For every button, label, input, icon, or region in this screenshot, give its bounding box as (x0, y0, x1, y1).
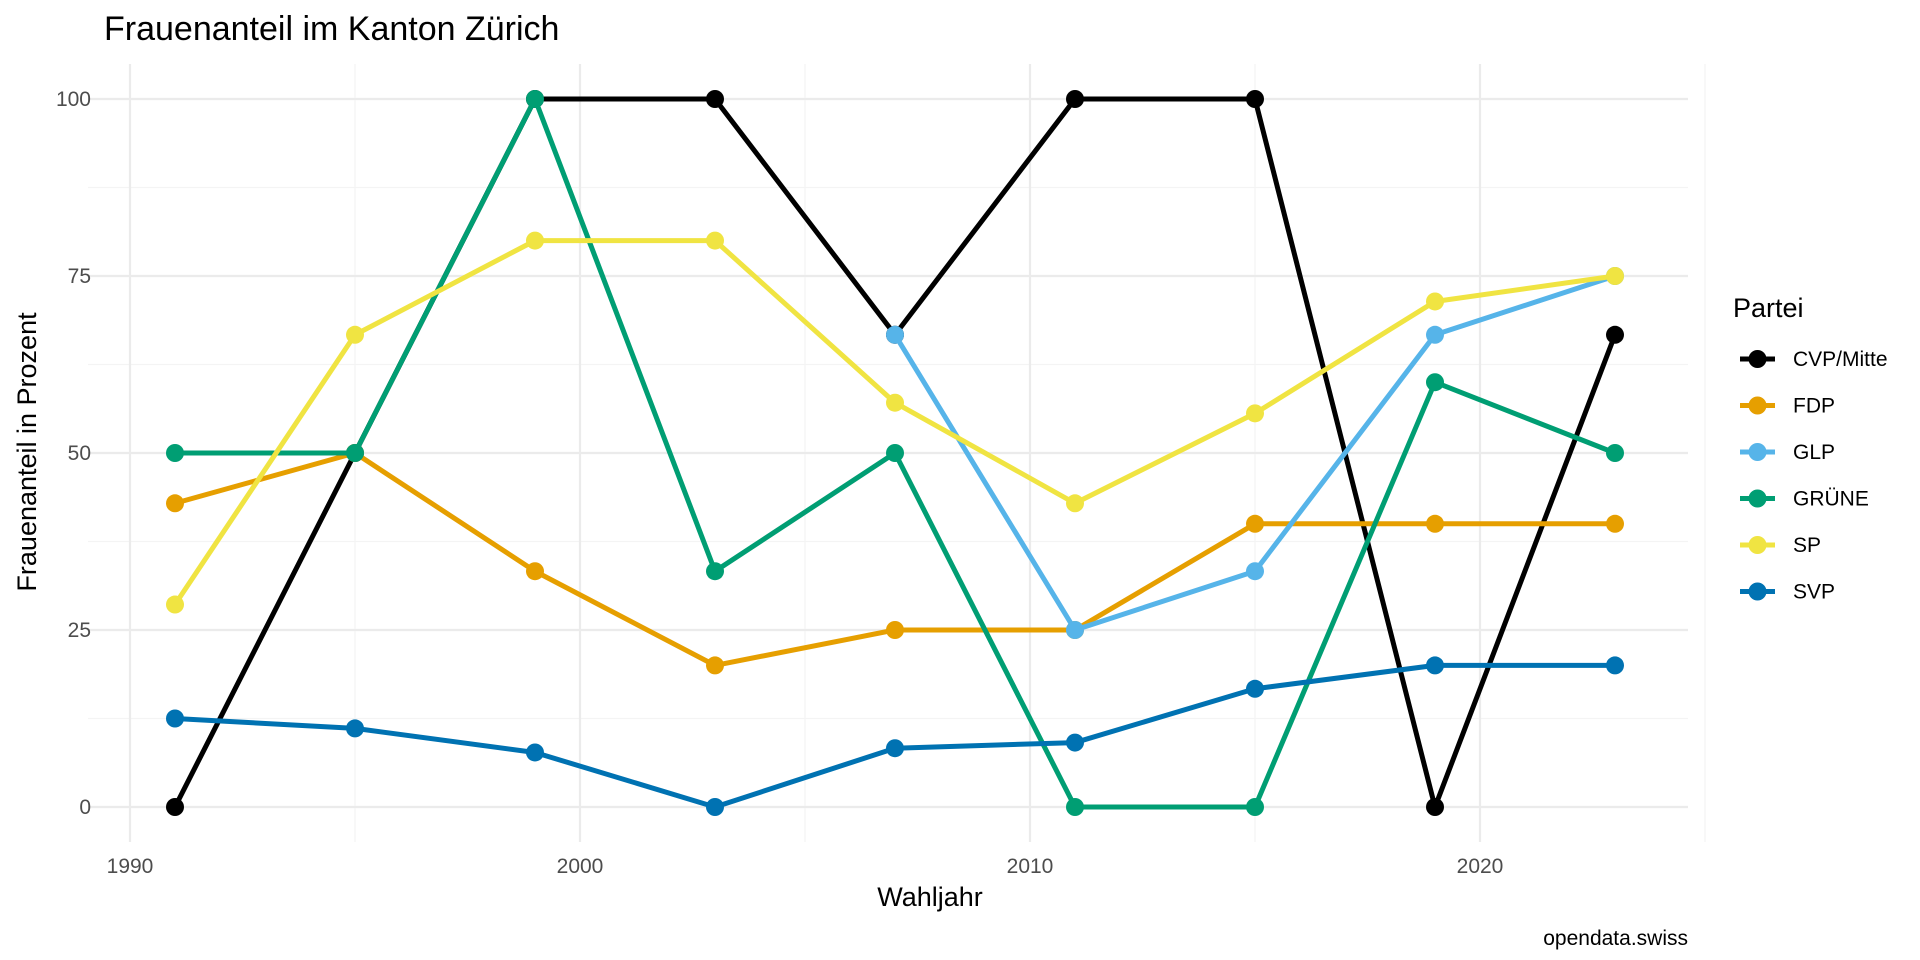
data-point (1246, 798, 1264, 816)
data-point (1066, 798, 1084, 816)
y-tick-label: 50 (68, 442, 91, 465)
x-tick-label: 1990 (107, 855, 154, 878)
legend-item: FDP (1740, 395, 1835, 418)
data-point (346, 719, 364, 738)
data-point (1606, 325, 1624, 344)
data-point (1066, 90, 1084, 108)
y-axis-title: Frauenanteil in Prozent (12, 312, 42, 592)
data-point (526, 743, 544, 762)
data-point (1426, 325, 1444, 344)
data-point (1066, 621, 1084, 639)
legend-key-point (1748, 582, 1767, 601)
data-point (1426, 373, 1444, 392)
series-line (174, 662, 1615, 810)
data-point (1426, 656, 1444, 675)
y-tick-label: 25 (68, 619, 91, 642)
data-point (526, 90, 544, 108)
data-point (886, 444, 904, 462)
data-point (526, 562, 544, 581)
data-point (1066, 733, 1084, 752)
data-point (166, 494, 184, 513)
legend-item: CVP/Mitte (1740, 348, 1888, 371)
data-point (526, 231, 544, 250)
legend-label: FDP (1793, 395, 1835, 418)
data-point (706, 656, 724, 675)
series-line (172, 238, 1616, 606)
legend-label: SVP (1793, 581, 1835, 604)
y-axis-ticks: 0 25 50 75 100 (56, 88, 91, 819)
data-point (1246, 514, 1264, 533)
y-tick-label: 75 (68, 265, 91, 288)
data-point (706, 90, 724, 108)
data-point (1426, 798, 1444, 816)
x-tick-label: 2000 (557, 855, 604, 878)
legend-key-point (1748, 536, 1767, 554)
data-point (1426, 514, 1444, 533)
legend-label: GRÜNE (1793, 488, 1869, 511)
data-point (886, 739, 904, 758)
legend-item: GRÜNE (1740, 488, 1869, 511)
data-point (706, 231, 724, 250)
data-point (166, 595, 184, 614)
legend: CVP/Mitte FDP GLP GRÜNE SP SVP (1740, 348, 1888, 604)
series-layer (166, 90, 1624, 816)
legend-label: SP (1793, 534, 1821, 557)
series-sp (166, 231, 1624, 614)
chart-title: Frauenanteil im Kanton Zürich (104, 10, 559, 48)
data-point (166, 444, 184, 462)
caption: opendata.swiss (1543, 927, 1688, 950)
x-tick-label: 2010 (1007, 855, 1054, 878)
series-grüne (166, 90, 1624, 816)
data-point (1606, 656, 1624, 675)
data-point (886, 621, 904, 639)
series-svp (166, 656, 1624, 816)
y-tick-label: 0 (79, 796, 91, 819)
data-point (1066, 494, 1084, 513)
legend-item: SVP (1740, 581, 1835, 604)
data-point (706, 798, 724, 816)
legend-key-point (1748, 396, 1767, 415)
data-point (1426, 292, 1444, 311)
data-point (706, 562, 724, 581)
data-point (166, 709, 184, 728)
legend-key-point (1748, 489, 1767, 508)
data-point (1606, 514, 1624, 533)
legend-item: SP (1740, 534, 1821, 557)
x-axis-ticks: 1990 2000 2010 2020 (107, 855, 1504, 878)
legend-label: CVP/Mitte (1793, 348, 1888, 371)
data-point (1246, 90, 1264, 108)
series-fdp (166, 444, 1624, 675)
legend-title: Partei (1733, 293, 1804, 323)
legend-key-point (1748, 350, 1767, 368)
x-tick-label: 2020 (1457, 855, 1504, 878)
data-point (166, 798, 184, 816)
data-point (1606, 444, 1624, 462)
data-point (1606, 267, 1624, 285)
data-point (886, 325, 904, 344)
data-point (346, 325, 364, 344)
legend-item: GLP (1740, 441, 1835, 464)
y-tick-label: 100 (56, 88, 91, 111)
legend-label: GLP (1793, 441, 1835, 464)
data-point (346, 444, 364, 462)
data-point (1246, 679, 1264, 698)
x-axis-title: Wahljahr (877, 882, 983, 912)
legend-key-point (1748, 443, 1767, 461)
data-point (1246, 404, 1264, 423)
data-point (886, 393, 904, 412)
data-point (1246, 562, 1264, 581)
